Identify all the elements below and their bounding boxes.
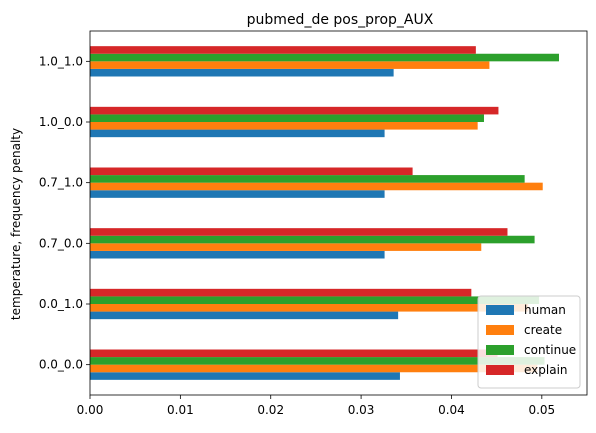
y-tick-label: 0.7_0.0	[39, 236, 83, 250]
plot-frame	[89, 30, 588, 396]
chart-title: pubmed_de pos_prop_AUX	[247, 12, 434, 28]
legend-swatch-continue	[486, 345, 514, 355]
y-tick-label: 0.7_1.0	[39, 176, 83, 190]
y-tick-label: 0.0_1.0	[39, 297, 83, 311]
bar-continue-0.7_0.0	[90, 235, 535, 244]
legend-label-human: human	[524, 303, 566, 317]
bar-human-1.0_0.0	[90, 129, 385, 138]
legend-swatch-human	[486, 305, 514, 315]
legend: human create continue explain	[477, 295, 581, 389]
legend-swatch-explain	[486, 365, 514, 375]
bar-explain-0.0_1.0	[90, 288, 472, 297]
x-tick-label: 0.00	[77, 403, 104, 417]
bar-continue-1.0_1.0	[90, 53, 559, 62]
bar-create-0.7_1.0	[90, 182, 543, 191]
bar-continue-0.0_0.0	[90, 357, 545, 365]
legend-label-explain: explain	[524, 363, 568, 377]
legend-label-create: create	[524, 323, 562, 337]
bar-continue-1.0_0.0	[90, 114, 484, 122]
bar-continue-0.0_1.0	[90, 296, 540, 304]
bar-human-1.0_1.0	[90, 68, 394, 77]
x-tick-label: 0.05	[528, 403, 555, 417]
bar-create-1.0_1.0	[90, 61, 490, 69]
bar-human-0.7_1.0	[90, 190, 385, 198]
axes-layer: 0.00 0.01 0.02 0.03 0.04 0.05 0.0_0.0 0.0_1.0 0.…	[39, 30, 588, 417]
legend-swatch-create	[486, 325, 514, 335]
bar-explain-0.7_1.0	[90, 167, 413, 176]
bar-create-1.0_0.0	[90, 122, 478, 130]
y-tick-label: 1.0_1.0	[39, 54, 83, 68]
bar-create-0.0_1.0	[90, 304, 529, 312]
y-tick-label: 1.0_0.0	[39, 115, 83, 129]
bar-explain-0.7_0.0	[90, 228, 508, 236]
bar-human-0.7_0.0	[90, 250, 385, 259]
bar-explain-0.0_0.0	[90, 349, 498, 358]
x-tick-label: 0.04	[438, 403, 465, 417]
bar-human-0.0_1.0	[90, 311, 399, 320]
y-axis-title: temperature, frequency penalty	[9, 128, 23, 320]
x-tick-label: 0.01	[167, 403, 194, 417]
x-tick-label: 0.03	[348, 403, 375, 417]
bar-continue-0.7_1.0	[90, 175, 525, 183]
bar-create-0.7_0.0	[90, 243, 482, 251]
bar-explain-1.0_1.0	[90, 46, 476, 54]
legend-label-continue: continue	[524, 343, 576, 357]
bar-create-0.0_0.0	[90, 364, 538, 373]
y-tick-label: 0.0_0.0	[39, 358, 83, 372]
x-tick-label: 0.02	[257, 403, 284, 417]
bars-layer	[90, 46, 559, 380]
bar-human-0.0_0.0	[90, 372, 400, 380]
bar-explain-1.0_0.0	[90, 106, 499, 115]
